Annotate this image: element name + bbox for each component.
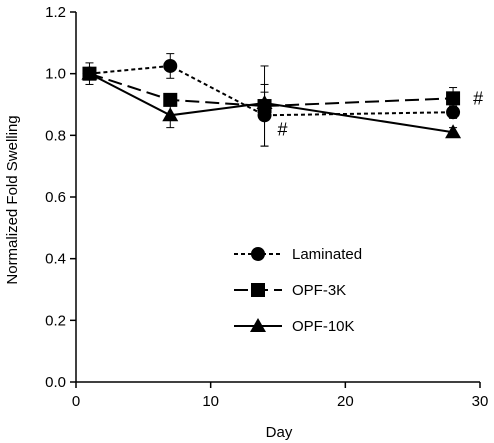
- legend: Laminated OPF-3K OPF-10K: [234, 246, 362, 335]
- y-tick-label: 0.0: [45, 374, 66, 391]
- data-point-opf-10k: [256, 94, 273, 109]
- y-tick-label: 0.6: [45, 189, 66, 206]
- series-opf-10k: [81, 65, 462, 139]
- data-point-laminated: [163, 58, 178, 73]
- x-tick-label: 0: [72, 393, 80, 410]
- legend-item-laminated: Laminated: [234, 246, 362, 263]
- significance-marker: #: [473, 88, 483, 108]
- data-point-opf-10k: [445, 124, 462, 139]
- legend-marker: [251, 283, 265, 297]
- legend-item-opf-10k: OPF-10K: [234, 318, 355, 335]
- y-tick-label: 0.8: [45, 127, 66, 144]
- data-point-opf-3k: [446, 91, 461, 106]
- x-axis-label: Day: [266, 424, 293, 441]
- data-point-opf-10k: [81, 65, 98, 80]
- legend-label: Laminated: [292, 246, 362, 263]
- x-tick-label: 20: [337, 393, 354, 410]
- y-tick-label: 1.0: [45, 66, 66, 83]
- legend-label: OPF-10K: [292, 318, 355, 335]
- legend-marker: [251, 247, 265, 261]
- legend-marker: [250, 318, 266, 332]
- significance-marker: #: [278, 119, 288, 139]
- annotations: ##: [278, 88, 484, 139]
- data-point-opf-10k: [162, 107, 179, 122]
- series-layer: [81, 53, 462, 147]
- legend-label: OPF-3K: [292, 282, 346, 299]
- x-tick-label: 10: [202, 393, 219, 410]
- y-tick-label: 0.2: [45, 312, 66, 329]
- series-line-opf-3k: [89, 72, 454, 108]
- legend-item-opf-3k: OPF-3K: [234, 282, 346, 299]
- y-tick-label: 0.4: [45, 251, 66, 268]
- y-tick-label: 1.2: [45, 4, 66, 21]
- series-line-opf-10k: [89, 72, 454, 134]
- x-tick-label: 30: [472, 393, 489, 410]
- y-axis-label: Normalized Fold Swelling: [4, 115, 21, 284]
- series-line-laminated: [89, 64, 454, 117]
- ticks: 0.0 0.2 0.4 0.6 0.8 1.0 1.2 0 10 20 30: [45, 4, 488, 410]
